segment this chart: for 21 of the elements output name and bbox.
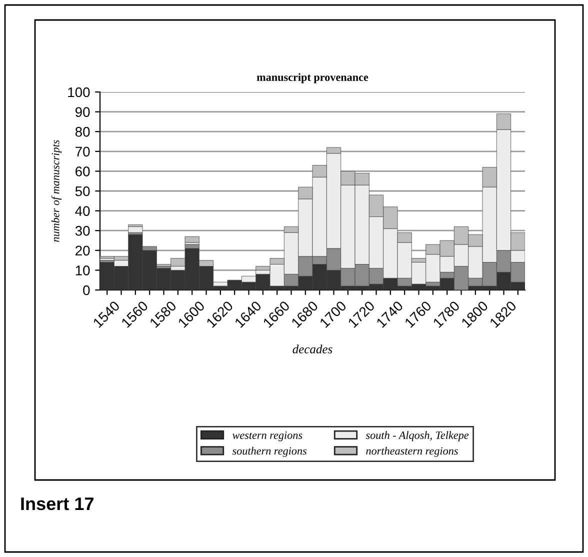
bar <box>128 226 143 233</box>
y-tick-label: 30 <box>75 226 90 236</box>
y-tick-label: 20 <box>76 246 90 256</box>
y-tick-label: 100 <box>68 87 90 98</box>
legend-label: northeastern regions <box>366 446 458 457</box>
y-tick-label: 70 <box>76 146 90 157</box>
text: Insert 17 <box>21 498 94 510</box>
y-axis-title: number of manuscripts <box>51 140 62 242</box>
x-axis-title: decades <box>292 344 332 354</box>
y-tick-label: 90 <box>75 107 90 117</box>
legend-label: south - Alqosh, Telkepe <box>366 431 469 442</box>
y-tick-label: 10 <box>76 266 90 276</box>
y-tick-label: 40 <box>75 206 90 216</box>
y-tick-label: 60 <box>76 166 90 176</box>
legend-label: southern regions <box>232 446 307 457</box>
legend-label: western regions <box>232 432 302 442</box>
chart-title: manuscript provenance <box>256 73 368 84</box>
y-tick-label: 0 <box>83 285 90 296</box>
y-tick-label: 50 <box>75 186 90 196</box>
y-tick-label: 80 <box>75 126 90 137</box>
bar <box>184 236 200 243</box>
